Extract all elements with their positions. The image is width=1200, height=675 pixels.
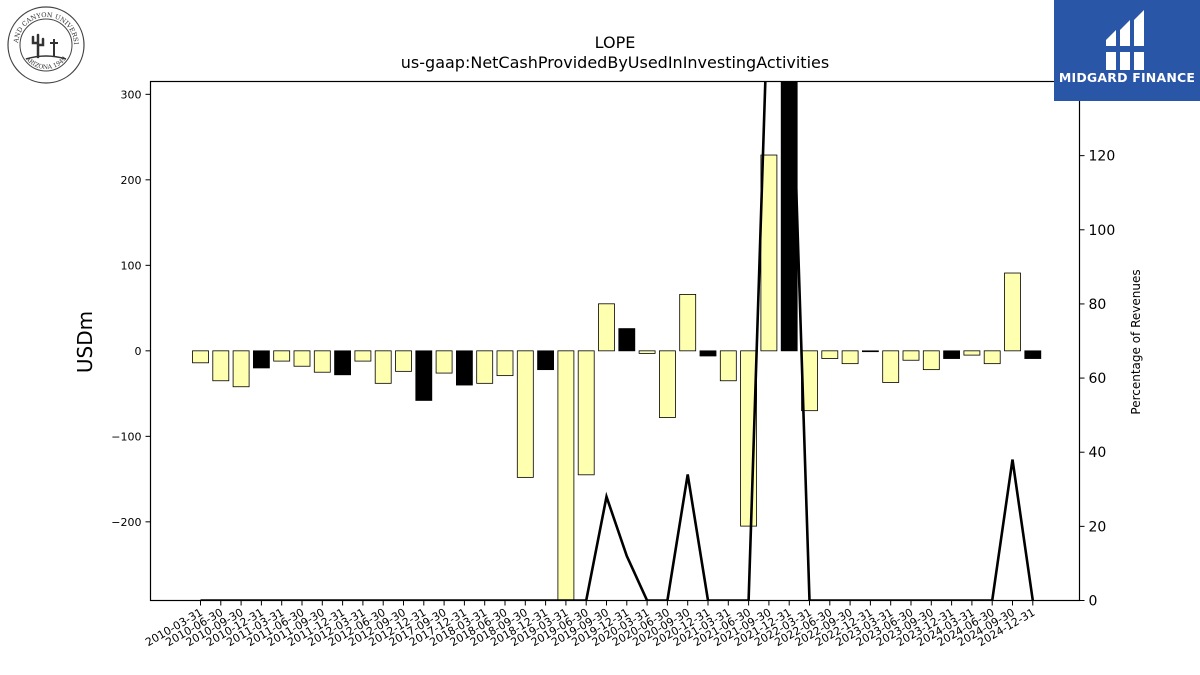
bar bbox=[252, 350, 270, 369]
y2-axis-label: Percentage of Revenues bbox=[1129, 269, 1143, 414]
bar bbox=[638, 350, 656, 354]
y-tick-label: −200 bbox=[111, 516, 141, 529]
bar bbox=[496, 350, 514, 377]
bar bbox=[192, 350, 209, 364]
bar bbox=[821, 350, 839, 359]
bar bbox=[313, 350, 331, 373]
y2-tick-label: 120 bbox=[1089, 149, 1116, 165]
bar bbox=[943, 350, 960, 359]
y-tick-label: 200 bbox=[121, 174, 142, 187]
bar bbox=[679, 294, 697, 352]
y-tick-label: −100 bbox=[111, 430, 141, 443]
bar bbox=[577, 350, 595, 476]
y2-tick-label: 100 bbox=[1089, 223, 1116, 239]
plot-frame bbox=[149, 80, 1081, 602]
y2-tick-label: 20 bbox=[1089, 519, 1107, 535]
bar bbox=[232, 350, 250, 388]
bar bbox=[719, 350, 737, 382]
y2-tick-label: 40 bbox=[1089, 445, 1107, 461]
chart-subtitle: us-gaap:NetCashProvidedByUsedInInvesting… bbox=[401, 53, 829, 72]
brand-name: MIDGARD FINANCE bbox=[1058, 70, 1196, 85]
y-axis: −200 −100 0 100 200 300 bbox=[111, 88, 151, 529]
bar bbox=[963, 350, 981, 356]
bar bbox=[455, 350, 473, 386]
bar bbox=[1004, 272, 1021, 352]
bar bbox=[557, 350, 575, 601]
bar bbox=[1024, 350, 1042, 359]
bar bbox=[659, 350, 676, 418]
bar bbox=[273, 350, 291, 362]
y-tick-label: 100 bbox=[121, 259, 142, 272]
y2-axis: 0 20 40 60 80 100 120 bbox=[1079, 149, 1116, 610]
bar bbox=[882, 350, 900, 383]
bar bbox=[699, 350, 717, 357]
line-series bbox=[200, 81, 1035, 601]
bar bbox=[902, 350, 920, 361]
y2-tick-label: 0 bbox=[1089, 594, 1098, 610]
bar bbox=[922, 350, 940, 371]
midgard-finance-logo: MIDGARD FINANCE bbox=[1054, 0, 1200, 101]
bar bbox=[212, 350, 230, 382]
y-tick-label: 300 bbox=[121, 88, 142, 101]
university-seal-logo: GRAND CANYON UNIVERSITY ARIZONA 1949 bbox=[3, 0, 86, 85]
y2-tick-label: 80 bbox=[1089, 297, 1107, 313]
bar bbox=[374, 350, 392, 384]
bar bbox=[354, 350, 372, 362]
bar bbox=[537, 350, 554, 371]
bar bbox=[598, 303, 615, 352]
bar bbox=[435, 350, 453, 374]
chart-title: LOPE bbox=[595, 33, 636, 52]
y2-tick-label: 60 bbox=[1089, 371, 1107, 387]
line-path bbox=[200, 81, 1035, 601]
bar bbox=[476, 350, 494, 384]
bar bbox=[516, 350, 534, 478]
bar bbox=[983, 350, 1001, 365]
bar bbox=[841, 350, 859, 365]
bar bbox=[334, 350, 352, 376]
bar bbox=[862, 350, 879, 353]
y-axis-label: USDm bbox=[73, 311, 97, 373]
bar bbox=[415, 350, 433, 401]
bar bbox=[293, 350, 311, 367]
x-axis: 2010-03-312010-06-302010-09-302010-12-31… bbox=[143, 600, 1037, 649]
y-tick-label: 0 bbox=[135, 345, 142, 358]
bar bbox=[395, 350, 412, 372]
bar-series bbox=[192, 81, 1042, 601]
bar bbox=[618, 328, 636, 352]
